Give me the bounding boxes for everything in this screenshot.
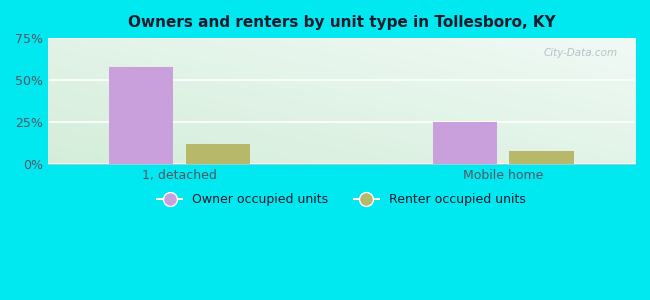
Title: Owners and renters by unit type in Tollesboro, KY: Owners and renters by unit type in Tolle…	[127, 15, 555, 30]
Bar	[109, 67, 174, 164]
Legend: Owner occupied units, Renter occupied units: Owner occupied units, Renter occupied un…	[153, 188, 530, 211]
Text: City-Data.com: City-Data.com	[543, 48, 618, 58]
Bar	[432, 122, 497, 164]
Bar	[510, 151, 574, 164]
Bar	[185, 144, 250, 164]
